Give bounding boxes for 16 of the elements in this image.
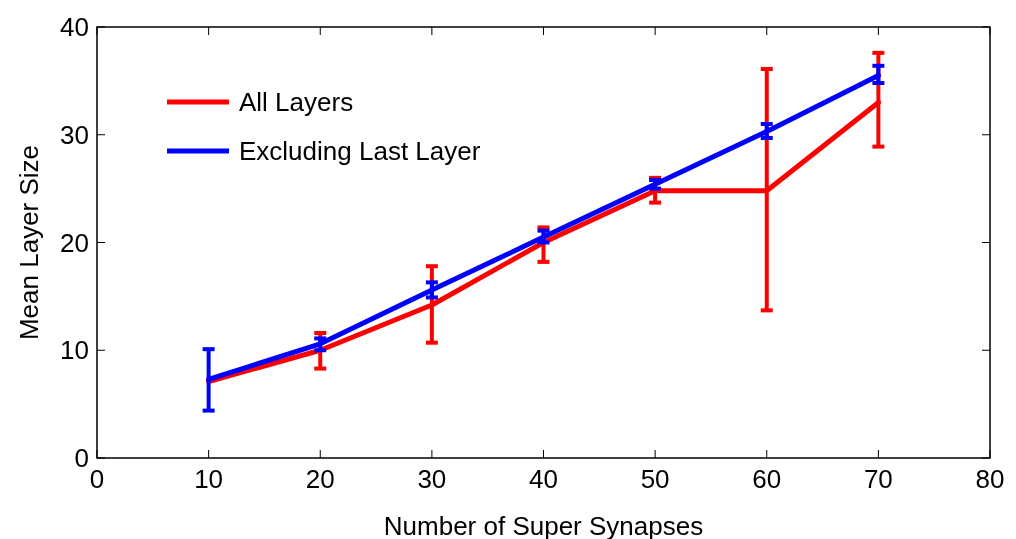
y-tick-label: 10 xyxy=(60,335,89,366)
x-tick-label: 20 xyxy=(305,464,335,494)
x-tick-label: 70 xyxy=(863,464,893,494)
x-tick-label: 60 xyxy=(752,464,782,494)
x-tick-label: 50 xyxy=(640,464,670,494)
x-tick-label: 30 xyxy=(417,464,447,494)
legend-label: Excluding Last Layer xyxy=(239,136,481,166)
y-tick-label: 20 xyxy=(60,227,89,258)
x-tick-label: 80 xyxy=(975,464,1005,494)
y-tick-label: 30 xyxy=(60,119,89,150)
y-tick-label: 40 xyxy=(60,12,89,42)
x-tick-label: 40 xyxy=(529,464,558,494)
y-axis-title: Mean Layer Size xyxy=(14,144,44,341)
x-tick-label: 10 xyxy=(194,464,224,494)
y-tick-label: 0 xyxy=(74,443,89,473)
legend-label: All Layers xyxy=(239,87,354,117)
